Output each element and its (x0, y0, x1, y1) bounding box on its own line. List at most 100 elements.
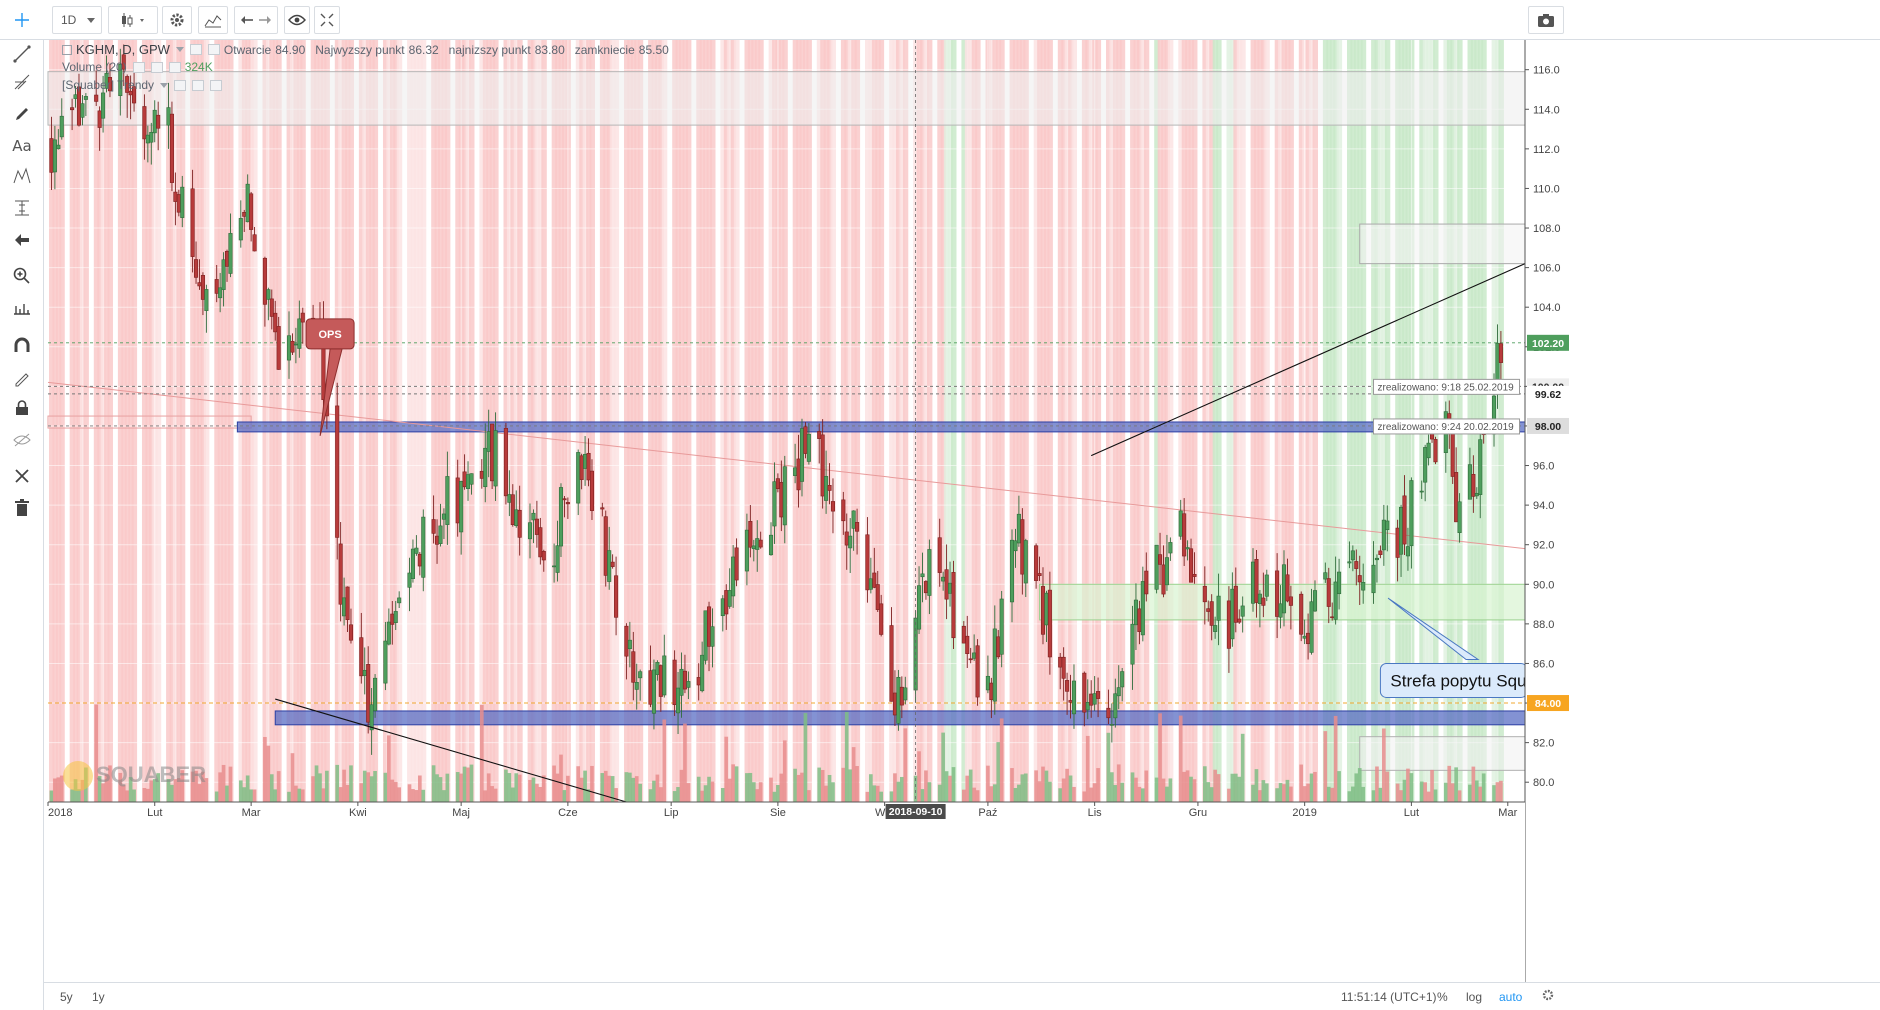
crosshair-tool-button[interactable] (2, 6, 42, 34)
percent-scale-toggle[interactable]: % (1437, 990, 1448, 1004)
candle-up (824, 476, 829, 501)
auto-scale-toggle[interactable]: auto (1499, 990, 1523, 1004)
x-tick-label: Maj (452, 807, 470, 819)
y-tick-label: 90.0 (1533, 579, 1554, 591)
tools-tool[interactable] (8, 462, 36, 490)
volume-bar (1192, 779, 1197, 802)
visibility-button[interactable] (284, 6, 310, 34)
hide-tool[interactable] (8, 426, 36, 454)
screenshot-button[interactable] (1528, 6, 1564, 34)
candle-up (868, 578, 873, 590)
close-mini-icon[interactable] (210, 79, 223, 91)
candle-up (552, 565, 557, 568)
text-icon: Aa (12, 137, 32, 155)
lock-tool[interactable] (8, 394, 36, 422)
trend-bear-region (407, 40, 413, 802)
measure-tool[interactable] (8, 194, 36, 222)
close-mini-icon[interactable] (168, 61, 181, 73)
camera-icon (1538, 13, 1554, 27)
volume-bar (996, 742, 1001, 802)
volume-bar (1447, 765, 1452, 802)
candle-up (1216, 595, 1221, 621)
x-tick-label: Paź (978, 807, 997, 819)
open-label: Otwarcie (223, 42, 272, 57)
settings-mini-icon[interactable] (192, 79, 205, 91)
volume-bar (827, 774, 832, 802)
trend-bear-region (155, 40, 162, 802)
magnet-tool[interactable] (8, 332, 36, 360)
volume-bar (1137, 786, 1142, 802)
price-chart[interactable]: OPS Strefa popytu Squab zrealizowano: 9:18… (44, 40, 1880, 982)
volume-bar (1240, 733, 1245, 802)
text-tool[interactable]: Aa (8, 132, 36, 160)
trend-bear-region (806, 40, 812, 802)
volume-bar (824, 785, 828, 802)
candle-down (431, 519, 436, 534)
settings-mini-icon[interactable] (207, 44, 220, 55)
zoom-tool[interactable] (8, 262, 36, 290)
trend-bear-region (782, 40, 788, 802)
eye-mini-icon[interactable] (132, 61, 145, 73)
volume-bar (1337, 771, 1341, 802)
settings-button[interactable] (162, 6, 192, 34)
chart-style-select[interactable] (108, 6, 158, 34)
indicators-button[interactable] (198, 6, 228, 34)
trend-bear-region (1236, 40, 1243, 802)
candle-down (1182, 513, 1187, 557)
trend-bear-region (214, 40, 220, 802)
collapse-legend-icon[interactable] (62, 44, 72, 55)
volume-bar (462, 766, 467, 802)
pattern-tool[interactable] (8, 162, 36, 190)
volume-bar (1141, 788, 1145, 802)
volume-bar (218, 772, 222, 802)
settings-mini-icon[interactable] (150, 61, 163, 73)
candle-up (703, 610, 708, 661)
trend-bear-region (465, 40, 472, 802)
eye-mini-icon[interactable] (174, 79, 187, 91)
fib-tool[interactable] (8, 68, 36, 96)
volume-bar (1061, 778, 1066, 802)
trend-bear-region (1085, 40, 1091, 802)
long-trendline (47, 381, 1526, 550)
candle-up (414, 547, 419, 554)
magnet-icon (14, 337, 30, 352)
volume-bar (975, 790, 980, 802)
volume-bar (1110, 772, 1114, 802)
candle-down (517, 509, 522, 538)
draw-mode-tool[interactable] (8, 364, 36, 392)
chart-area[interactable]: OPS Strefa popytu Squab zrealizowano: 9:18… (44, 40, 1880, 1010)
back-tool[interactable] (8, 226, 36, 254)
candle-up (1309, 601, 1314, 653)
log-scale-toggle[interactable]: log (1466, 990, 1483, 1004)
range-5y-button[interactable]: 5y (60, 990, 73, 1004)
range-1y-button[interactable]: 1y (92, 990, 105, 1004)
volume-bar (1474, 780, 1479, 802)
volume-bar (1113, 785, 1118, 802)
trendline-tool[interactable] (8, 40, 36, 68)
candle-up (638, 671, 643, 679)
candle-down (586, 452, 591, 481)
candle-down (176, 194, 181, 213)
chevron-down-icon[interactable] (160, 82, 169, 88)
watermark-logo (63, 761, 93, 791)
trend-bear-region (286, 40, 293, 802)
trend-bear-region (537, 40, 544, 802)
fullscreen-button[interactable] (314, 6, 340, 34)
volume-bar (176, 778, 181, 802)
candle-up (1264, 574, 1269, 597)
chevron-down-icon[interactable] (175, 47, 184, 52)
ruler-tool[interactable] (8, 294, 36, 322)
eye-mini-icon[interactable] (189, 44, 202, 55)
volume-bar (562, 790, 567, 802)
interval-select[interactable]: 1D (52, 6, 102, 34)
volume-bar (97, 776, 102, 802)
delete-tool[interactable] (8, 494, 36, 522)
brush-tool[interactable] (8, 100, 36, 128)
trend-bear-region (200, 40, 206, 802)
price-badge (1527, 385, 1569, 402)
volume-bar (720, 788, 725, 802)
chart-settings-button[interactable] (1541, 988, 1555, 1005)
candle-up (1178, 510, 1183, 537)
candle-up (297, 318, 302, 349)
